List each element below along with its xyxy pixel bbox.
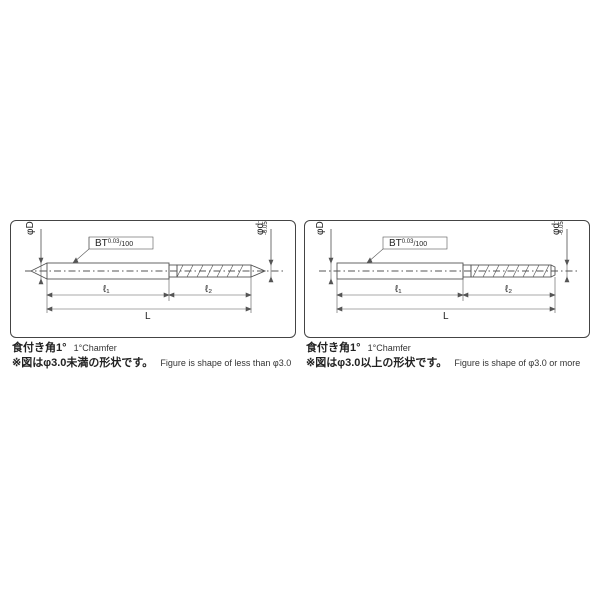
phid-label: φd-0.02-0.05 [255,221,269,235]
chamfer-jp: 食付き角1° [12,342,67,354]
phiD-label: φDh5 [315,221,326,235]
note-en: Figure is shape of less than φ3.0 [160,358,291,368]
note-jp: ※図はφ3.0以上の形状です。 [306,357,447,369]
bt-label: BT0.03/100 [95,238,133,249]
L-label: L [145,311,151,322]
l1-label: ℓ₁ [103,284,110,295]
l2-label: ℓ₂ [205,284,212,295]
l2-label: ℓ₂ [505,284,512,295]
note-en: Figure is shape of φ3.0 or more [454,358,580,368]
caption-right: 食付き角1° 1°Chamfer ※図はφ3.0以上の形状です。 Figure … [306,341,590,371]
panel-left: φDh5 φd-0.02-0.05 BT0.03/100 ℓ₁ ℓ₂ L [10,220,296,338]
phid-label: φd-0.02-0.05 [551,221,565,235]
chamfer-jp: 食付き角1° [306,342,361,354]
caption-left: 食付き角1° 1°Chamfer ※図はφ3.0未満の形状です。 Figure … [12,341,296,371]
chamfer-en: 1°Chamfer [74,343,117,353]
note-jp: ※図はφ3.0未満の形状です。 [12,357,153,369]
l1-label: ℓ₁ [395,284,402,295]
canvas: φDh5 φd-0.02-0.05 BT0.03/100 ℓ₁ ℓ₂ L 食付き… [0,0,600,600]
L-label: L [443,311,449,322]
phiD-label: φDh5 [25,221,36,235]
chamfer-en: 1°Chamfer [368,343,411,353]
bt-label: BT0.03/100 [389,238,427,249]
diagram-left: φDh5 φd-0.02-0.05 BT0.03/100 ℓ₁ ℓ₂ L [11,221,297,339]
panel-right: φDh5 φd-0.02-0.05 BT0.03/100 ℓ₁ ℓ₂ L [304,220,590,338]
diagram-right: φDh5 φd-0.02-0.05 BT0.03/100 ℓ₁ ℓ₂ L [305,221,591,339]
